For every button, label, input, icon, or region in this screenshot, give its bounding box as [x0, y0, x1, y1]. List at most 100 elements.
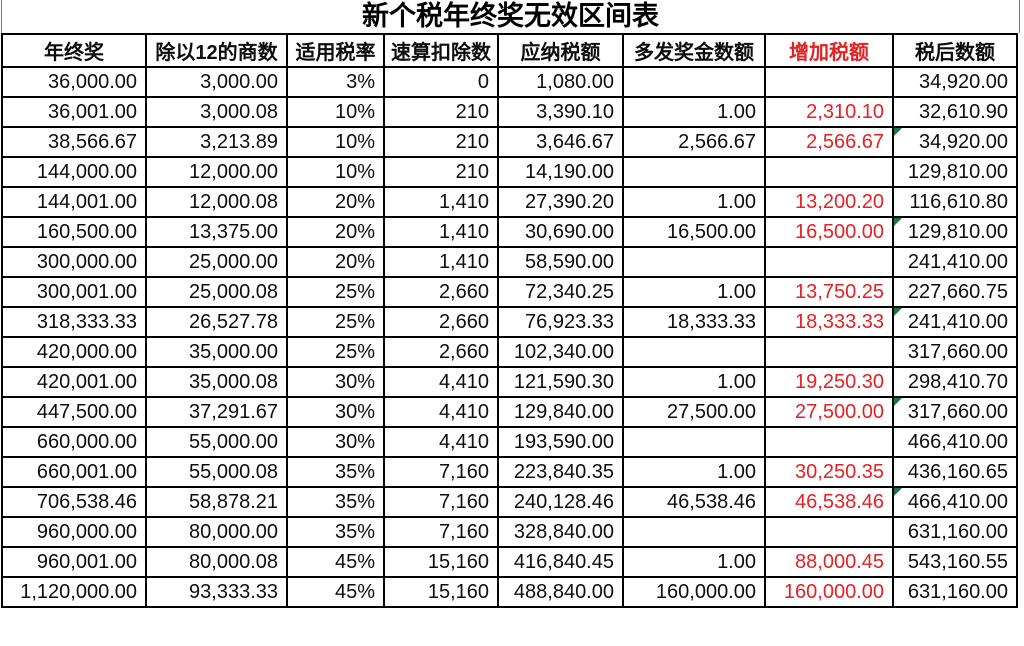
table-cell-r16c4[interactable]: 7,160 [383, 516, 499, 548]
table-cell-r6c4[interactable]: 1,410 [383, 216, 499, 248]
column-header-6[interactable]: 多发奖金数额 [622, 33, 766, 68]
table-cell-r9c8[interactable]: 241,410.00 [892, 306, 1018, 338]
table-cell-r13c8[interactable]: 466,410.00 [892, 426, 1018, 458]
column-header-7[interactable]: 增加税额 [764, 33, 894, 68]
table-cell-r12c4[interactable]: 4,410 [383, 396, 499, 428]
table-cell-r16c5[interactable]: 328,840.00 [497, 516, 624, 548]
table-cell-r17c7[interactable]: 88,000.45 [764, 546, 894, 578]
table-cell-r3c2[interactable]: 3,213.89 [145, 126, 288, 158]
table-cell-r14c1[interactable]: 660,001.00 [1, 456, 147, 488]
table-cell-r5c4[interactable]: 1,410 [383, 186, 499, 218]
table-cell-r17c3[interactable]: 45% [286, 546, 385, 578]
table-cell-r2c8[interactable]: 32,610.90 [892, 96, 1018, 128]
table-cell-r14c5[interactable]: 223,840.35 [497, 456, 624, 488]
table-cell-r18c2[interactable]: 93,333.33 [145, 576, 288, 608]
table-cell-r12c6[interactable]: 27,500.00 [622, 396, 766, 428]
table-cell-r10c8[interactable]: 317,660.00 [892, 336, 1018, 368]
table-cell-r14c2[interactable]: 55,000.08 [145, 456, 288, 488]
table-cell-r16c3[interactable]: 35% [286, 516, 385, 548]
table-cell-r6c7[interactable]: 16,500.00 [764, 216, 894, 248]
table-cell-r3c3[interactable]: 10% [286, 126, 385, 158]
table-cell-r16c6[interactable] [622, 516, 766, 548]
table-cell-r8c3[interactable]: 25% [286, 276, 385, 308]
table-cell-r10c6[interactable] [622, 336, 766, 368]
table-cell-r15c7[interactable]: 46,538.46 [764, 486, 894, 518]
table-cell-r7c6[interactable] [622, 246, 766, 278]
table-cell-r4c1[interactable]: 144,000.00 [1, 156, 147, 188]
table-cell-r10c7[interactable] [764, 336, 894, 368]
table-cell-r7c4[interactable]: 1,410 [383, 246, 499, 278]
table-cell-r17c8[interactable]: 543,160.55 [892, 546, 1018, 578]
table-cell-r1c4[interactable]: 0 [383, 66, 499, 98]
table-cell-r6c8[interactable]: 129,810.00 [892, 216, 1018, 248]
table-cell-r1c1[interactable]: 36,000.00 [1, 66, 147, 98]
table-cell-r16c2[interactable]: 80,000.00 [145, 516, 288, 548]
table-cell-r8c1[interactable]: 300,001.00 [1, 276, 147, 308]
table-cell-r6c2[interactable]: 13,375.00 [145, 216, 288, 248]
table-cell-r16c1[interactable]: 960,000.00 [1, 516, 147, 548]
table-cell-r5c6[interactable]: 1.00 [622, 186, 766, 218]
table-cell-r11c8[interactable]: 298,410.70 [892, 366, 1018, 398]
table-cell-r15c1[interactable]: 706,538.46 [1, 486, 147, 518]
table-cell-r17c1[interactable]: 960,001.00 [1, 546, 147, 578]
table-cell-r16c8[interactable]: 631,160.00 [892, 516, 1018, 548]
table-cell-r10c5[interactable]: 102,340.00 [497, 336, 624, 368]
table-cell-r4c5[interactable]: 14,190.00 [497, 156, 624, 188]
table-cell-r13c5[interactable]: 193,590.00 [497, 426, 624, 458]
table-cell-r14c4[interactable]: 7,160 [383, 456, 499, 488]
table-cell-r10c4[interactable]: 2,660 [383, 336, 499, 368]
table-cell-r8c6[interactable]: 1.00 [622, 276, 766, 308]
table-cell-r15c2[interactable]: 58,878.21 [145, 486, 288, 518]
table-cell-r17c4[interactable]: 15,160 [383, 546, 499, 578]
table-cell-r5c3[interactable]: 20% [286, 186, 385, 218]
table-cell-r17c6[interactable]: 1.00 [622, 546, 766, 578]
column-header-5[interactable]: 应纳税额 [497, 33, 624, 68]
table-cell-r8c8[interactable]: 227,660.75 [892, 276, 1018, 308]
table-cell-r4c6[interactable] [622, 156, 766, 188]
table-cell-r12c5[interactable]: 129,840.00 [497, 396, 624, 428]
table-cell-r2c2[interactable]: 3,000.08 [145, 96, 288, 128]
table-cell-r14c3[interactable]: 35% [286, 456, 385, 488]
table-cell-r10c1[interactable]: 420,000.00 [1, 336, 147, 368]
table-cell-r14c7[interactable]: 30,250.35 [764, 456, 894, 488]
table-cell-r11c7[interactable]: 19,250.30 [764, 366, 894, 398]
table-cell-r13c7[interactable] [764, 426, 894, 458]
table-cell-r9c6[interactable]: 18,333.33 [622, 306, 766, 338]
table-cell-r15c3[interactable]: 35% [286, 486, 385, 518]
table-cell-r14c8[interactable]: 436,160.65 [892, 456, 1018, 488]
table-cell-r13c1[interactable]: 660,000.00 [1, 426, 147, 458]
column-header-8[interactable]: 税后数额 [892, 33, 1018, 68]
table-cell-r4c3[interactable]: 10% [286, 156, 385, 188]
table-cell-r9c2[interactable]: 26,527.78 [145, 306, 288, 338]
table-cell-r6c3[interactable]: 20% [286, 216, 385, 248]
table-cell-r4c7[interactable] [764, 156, 894, 188]
table-cell-r17c5[interactable]: 416,840.45 [497, 546, 624, 578]
table-cell-r12c2[interactable]: 37,291.67 [145, 396, 288, 428]
table-cell-r3c8[interactable]: 34,920.00 [892, 126, 1018, 158]
table-cell-r18c6[interactable]: 160,000.00 [622, 576, 766, 608]
table-cell-r9c3[interactable]: 25% [286, 306, 385, 338]
table-cell-r10c3[interactable]: 25% [286, 336, 385, 368]
table-cell-r12c7[interactable]: 27,500.00 [764, 396, 894, 428]
table-cell-r14c6[interactable]: 1.00 [622, 456, 766, 488]
table-cell-r15c4[interactable]: 7,160 [383, 486, 499, 518]
column-header-1[interactable]: 年终奖 [1, 33, 147, 68]
table-cell-r6c5[interactable]: 30,690.00 [497, 216, 624, 248]
table-cell-r1c7[interactable] [764, 66, 894, 98]
table-cell-r5c8[interactable]: 116,610.80 [892, 186, 1018, 218]
table-cell-r12c3[interactable]: 30% [286, 396, 385, 428]
table-cell-r11c5[interactable]: 121,590.30 [497, 366, 624, 398]
table-cell-r18c8[interactable]: 631,160.00 [892, 576, 1018, 608]
table-cell-r7c7[interactable] [764, 246, 894, 278]
table-cell-r13c6[interactable] [622, 426, 766, 458]
table-cell-r2c7[interactable]: 2,310.10 [764, 96, 894, 128]
table-cell-r1c6[interactable] [622, 66, 766, 98]
table-cell-r15c6[interactable]: 46,538.46 [622, 486, 766, 518]
table-cell-r10c2[interactable]: 35,000.00 [145, 336, 288, 368]
table-cell-r9c5[interactable]: 76,923.33 [497, 306, 624, 338]
table-cell-r18c3[interactable]: 45% [286, 576, 385, 608]
table-cell-r7c3[interactable]: 20% [286, 246, 385, 278]
table-cell-r3c6[interactable]: 2,566.67 [622, 126, 766, 158]
table-cell-r8c5[interactable]: 72,340.25 [497, 276, 624, 308]
table-cell-r13c4[interactable]: 4,410 [383, 426, 499, 458]
